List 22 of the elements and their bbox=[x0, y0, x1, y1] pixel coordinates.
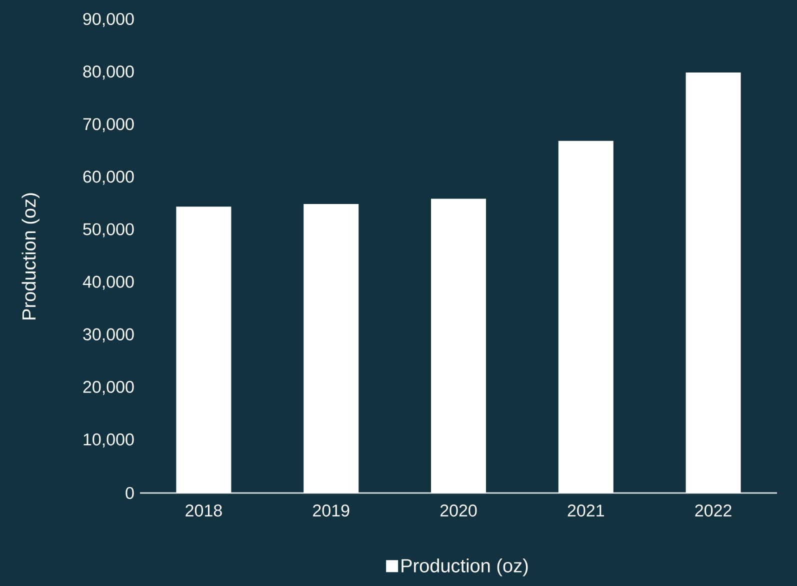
bar bbox=[686, 72, 741, 493]
y-axis-title: Production (oz) bbox=[22, 193, 40, 320]
y-tick-label: 50,000 bbox=[83, 223, 134, 238]
x-tick-label: 2018 bbox=[186, 504, 222, 517]
y-tick-label: 80,000 bbox=[83, 66, 134, 80]
legend-label: Production (oz) bbox=[402, 558, 528, 576]
bar bbox=[558, 140, 614, 493]
y-tick-label: 60,000 bbox=[83, 170, 134, 185]
y-tick-label: 10,000 bbox=[84, 433, 134, 448]
y-tick-label: 0 bbox=[126, 486, 134, 500]
x-tick-label: 2022 bbox=[695, 504, 732, 517]
y-tick-label: 20,000 bbox=[83, 380, 134, 395]
x-tick-label: 2019 bbox=[313, 504, 350, 517]
x-tick-label: 2021 bbox=[568, 504, 604, 517]
bar bbox=[304, 204, 359, 493]
y-tick-label: 30,000 bbox=[83, 328, 134, 342]
y-tick-label: 90,000 bbox=[83, 12, 134, 28]
bar bbox=[176, 206, 232, 493]
bar bbox=[431, 198, 486, 493]
y-tick-label: 70,000 bbox=[83, 118, 134, 132]
y-tick-label: 40,000 bbox=[82, 276, 134, 290]
x-tick-label: 2020 bbox=[440, 504, 477, 517]
